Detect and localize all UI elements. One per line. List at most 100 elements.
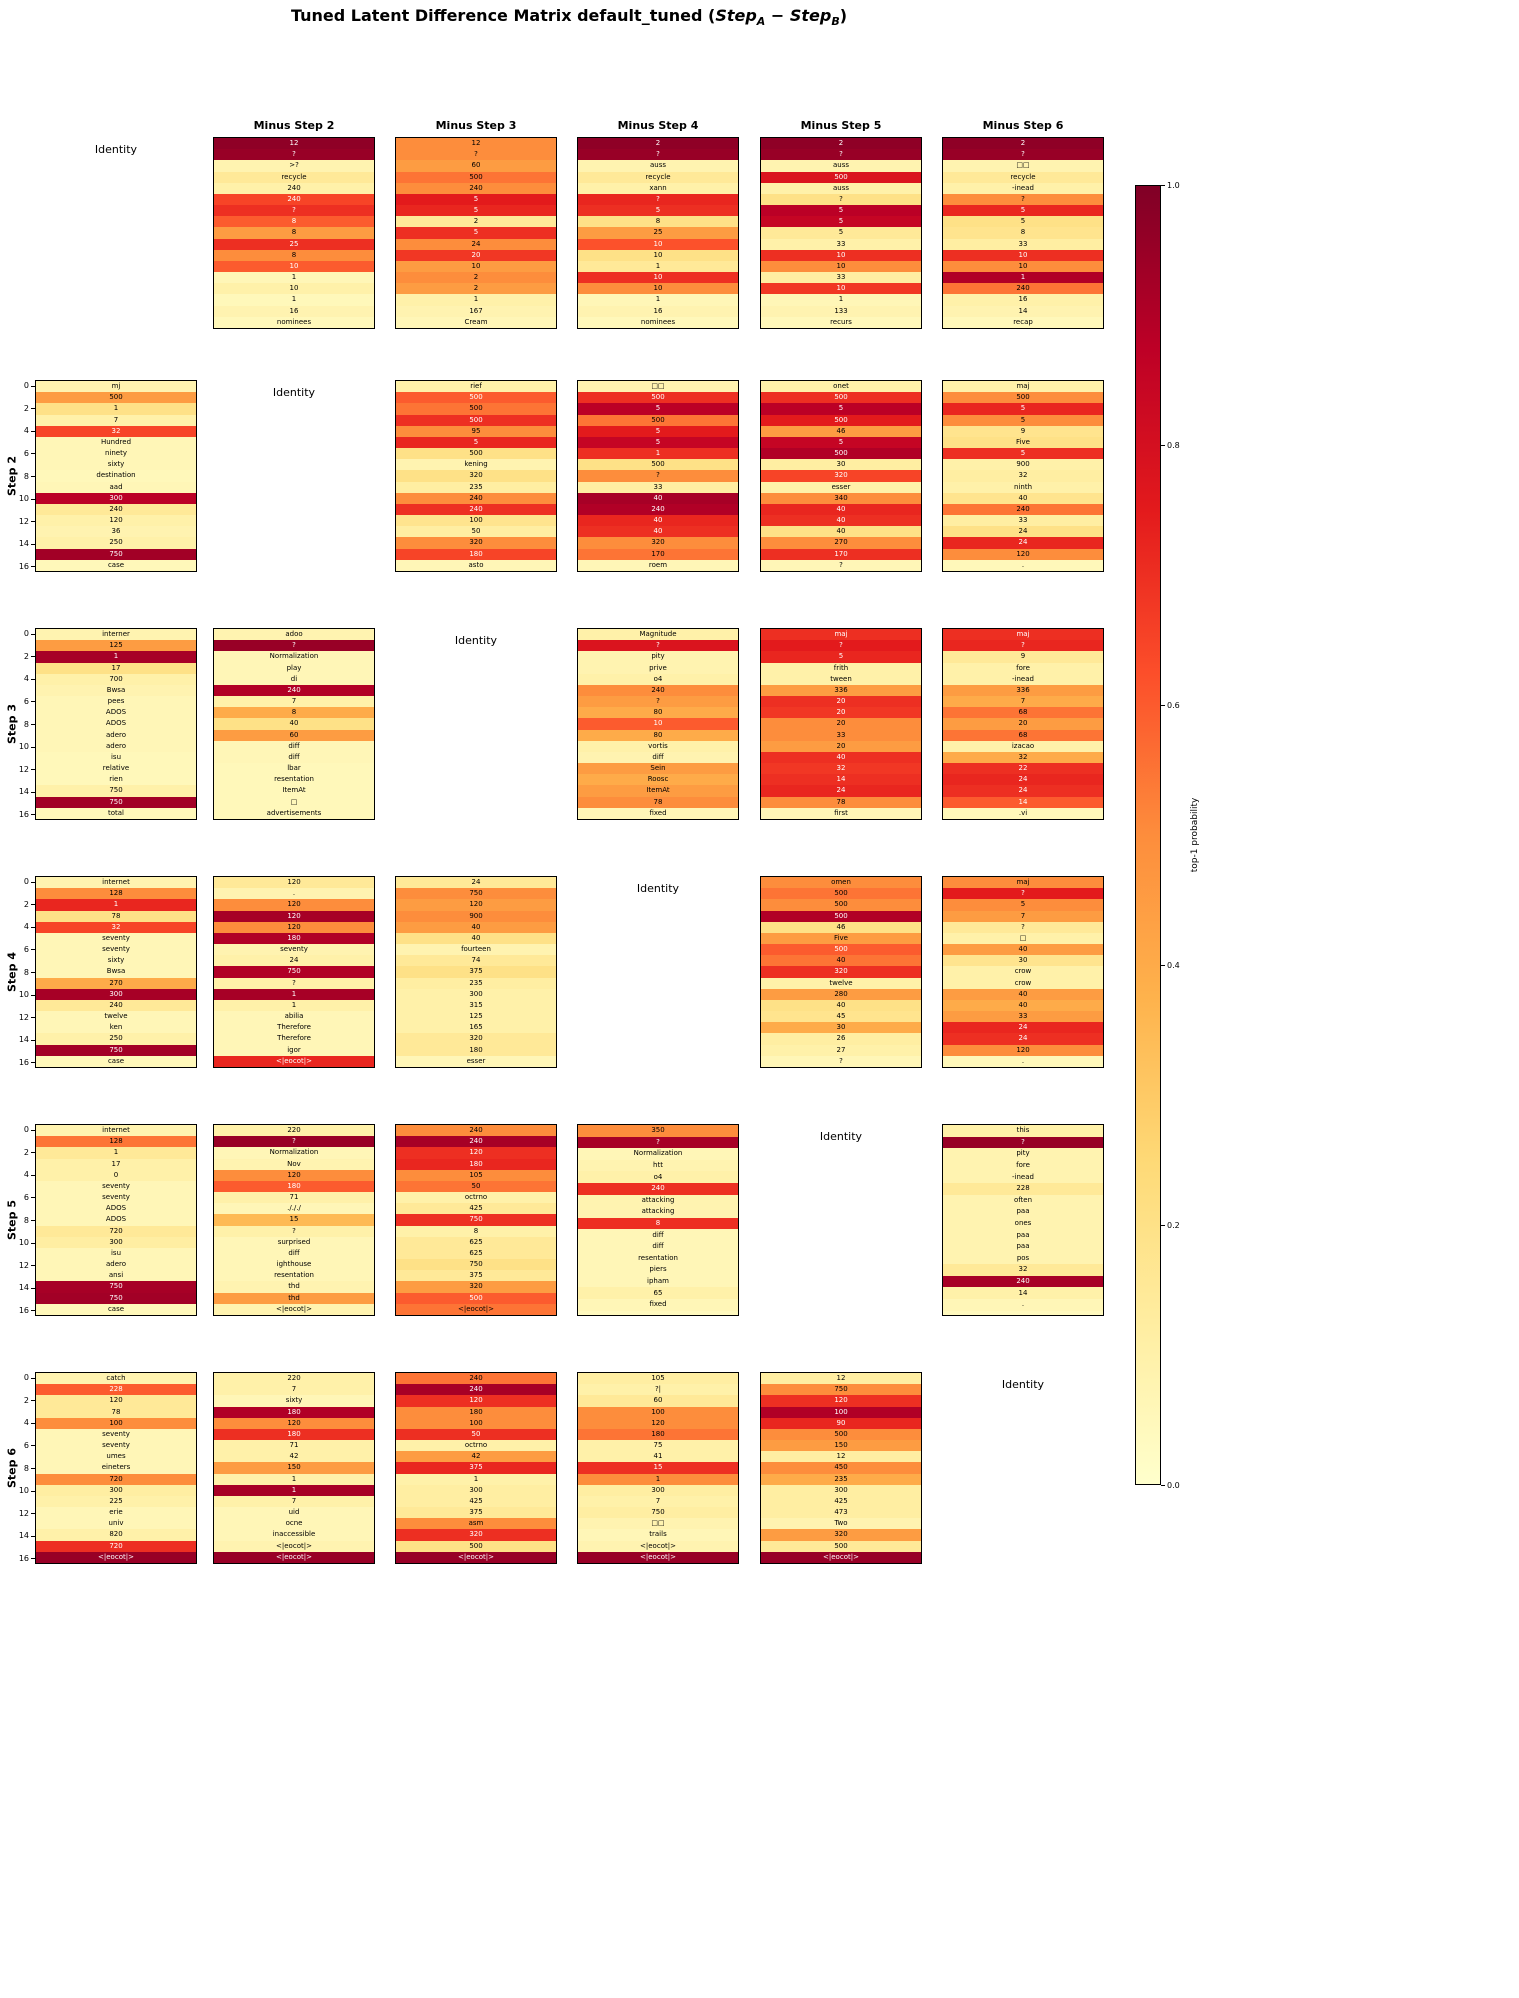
y-tick-label: 2 <box>23 1395 29 1405</box>
heatmap-cell-r5: 240 <box>214 684 374 697</box>
heatmap-cell-r11: 425 <box>396 1495 556 1508</box>
heatmap-cell-r2: 60 <box>578 1395 738 1407</box>
heatmap-cell-r15: . <box>943 1298 1103 1311</box>
heatmap-cell-r14: inaccessible <box>214 1529 374 1541</box>
heatmap-cell-r13: 10 <box>578 283 738 295</box>
heatmap-cell-r8: 40 <box>214 718 374 730</box>
heatmap-cell-r6: octrno <box>396 1192 556 1204</box>
heatmap-cell-r7: sixty <box>36 459 196 471</box>
heatmap-cell-r10: diff <box>214 740 374 752</box>
heatmap-cell-r12: adero <box>36 1259 196 1271</box>
heatmap-cell-r7: 30 <box>761 459 921 471</box>
heatmap-cell-r11: isu <box>36 1247 196 1260</box>
heatmap-cell-r2: 120 <box>761 1395 921 1407</box>
colorbar-tick-mark <box>1161 445 1165 446</box>
heatmap-cell-r15: 78 <box>761 796 921 808</box>
heatmap-panel-row3-col1: 120. 120 120 120 180 seventy 24 750? 1 1 abilia The… <box>213 876 375 1068</box>
heatmap-cell-r15: 27 <box>761 1044 921 1056</box>
heatmap-cell-r5: ? <box>761 193 921 206</box>
heatmap-cell-r6: seventy <box>36 1192 196 1204</box>
y-tick-mark <box>31 1287 35 1289</box>
heatmap-cell-r8: 15 <box>214 1214 374 1226</box>
heatmap-cell-r8: destination <box>36 470 196 482</box>
heatmap-cell-r11: 40 <box>761 999 921 1012</box>
y-tick-mark <box>31 746 35 748</box>
heatmap-cell-r4: 240 <box>396 182 556 194</box>
heatmap-cell-r0: maj <box>943 877 1103 889</box>
heatmap-cell-r8: Bwsa <box>36 966 196 978</box>
heatmap-cell-r3: recycle <box>578 171 738 183</box>
heatmap-cell-r13: resentation <box>214 1270 374 1282</box>
heatmap-cell-r8: 375 <box>396 966 556 978</box>
heatmap-cell-r5: 240 <box>214 193 374 206</box>
y-tick-label: 0 <box>23 629 29 639</box>
heatmap-cell-r0: mj <box>36 381 196 393</box>
heatmap-cell-r7: 20 <box>761 707 921 719</box>
title-math: StepA − StepB <box>715 6 839 28</box>
heatmap-cell-r8: 320 <box>396 470 556 482</box>
y-tick-mark <box>31 972 35 973</box>
y-tick-mark <box>31 1535 35 1537</box>
heatmap-cell-r16: fixed <box>578 807 738 819</box>
heatmap-cell-r8: 750 <box>396 1214 556 1226</box>
heatmap-cell-r3: 7 <box>36 414 196 426</box>
heatmap-cell-r3: play <box>214 662 374 674</box>
heatmap-cell-r5: ? <box>578 193 738 206</box>
heatmap-panel-row0-col3: 2? auss recycle xann? 5 8 25 10 10 1 10 10 1 16 nomine… <box>577 137 739 329</box>
title-step-b: Step <box>789 6 832 25</box>
heatmap-cell-r1: 750 <box>761 1384 921 1396</box>
heatmap-cell-r8: ones <box>943 1217 1103 1230</box>
heatmap-cell-r4: -inead <box>943 1171 1103 1183</box>
heatmap-cell-r12: lbar <box>214 763 374 775</box>
heatmap-cell-r1: ? <box>761 149 921 161</box>
heatmap-cell-r9: ? <box>214 977 374 989</box>
heatmap-cell-r14: 1 <box>761 294 921 306</box>
heatmap-cell-r10: vortis <box>578 740 738 752</box>
heatmap-cell-r3: 100 <box>578 1406 738 1418</box>
heatmap-cell-r16: recurs <box>761 316 921 328</box>
heatmap-cell-r11: 32 <box>943 751 1103 764</box>
y-tick-label: 10 <box>18 742 29 752</box>
heatmap-cell-r1: ? <box>578 1136 738 1149</box>
heatmap-cell-r13: asm <box>396 1518 556 1530</box>
heatmap-cell-r16: asto <box>396 559 556 571</box>
heatmap-cell-r4: o4 <box>578 1171 738 1183</box>
heatmap-cell-r13: 2 <box>396 283 556 295</box>
heatmap-cell-r3: 500 <box>396 171 556 183</box>
heatmap-cell-r12: 10 <box>578 272 738 284</box>
heatmap-cell-r0: internet <box>36 1125 196 1137</box>
heatmap-cell-r4: 120 <box>214 1417 374 1429</box>
heatmap-cell-r3: 500 <box>761 171 921 183</box>
heatmap-cell-r11: isu <box>36 751 196 764</box>
heatmap-cell-r9: 33 <box>578 481 738 493</box>
heatmap-cell-r15: 14 <box>943 796 1103 808</box>
y-tick-mark <box>31 1197 35 1199</box>
heatmap-cell-r14: 1 <box>214 294 374 306</box>
heatmap-cell-r6: 7 <box>943 696 1103 708</box>
heatmap-cell-r2: 5 <box>578 403 738 415</box>
heatmap-cell-r14: 320 <box>396 1281 556 1293</box>
column-header-minus-step-2: Minus Step 2 <box>253 119 335 132</box>
heatmap-cell-r4: 5 <box>578 425 738 437</box>
heatmap-cell-r9: 25 <box>214 238 374 250</box>
y-tick-label: 6 <box>23 944 29 954</box>
heatmap-cell-r6: attacking <box>578 1194 738 1207</box>
heatmap-cell-r0: omen <box>761 877 921 889</box>
heatmap-cell-r1: 240 <box>396 1384 556 1396</box>
y-tick-mark <box>31 453 35 455</box>
heatmap-cell-r0: 2 <box>761 138 921 150</box>
heatmap-cell-r15: □ <box>214 796 374 808</box>
colorbar-tick-mark <box>1161 1485 1165 1486</box>
heatmap-cell-r11: 240 <box>36 503 196 516</box>
heatmap-cell-r11: 625 <box>396 1247 556 1260</box>
y-tick-label: 6 <box>23 696 29 706</box>
heatmap-cell-r14: trails <box>578 1529 738 1541</box>
heatmap-cell-r15: thd <box>214 1292 374 1304</box>
heatmap-cell-r10: 1 <box>214 1484 374 1496</box>
heatmap-cell-r1: 500 <box>578 392 738 404</box>
heatmap-cell-r4: 120 <box>214 1169 374 1181</box>
heatmap-cell-r12: 40 <box>578 515 738 527</box>
heatmap-cell-r9: diff <box>578 1229 738 1241</box>
title-minus: − <box>765 6 790 25</box>
heatmap-cell-r3: 100 <box>761 1406 921 1418</box>
